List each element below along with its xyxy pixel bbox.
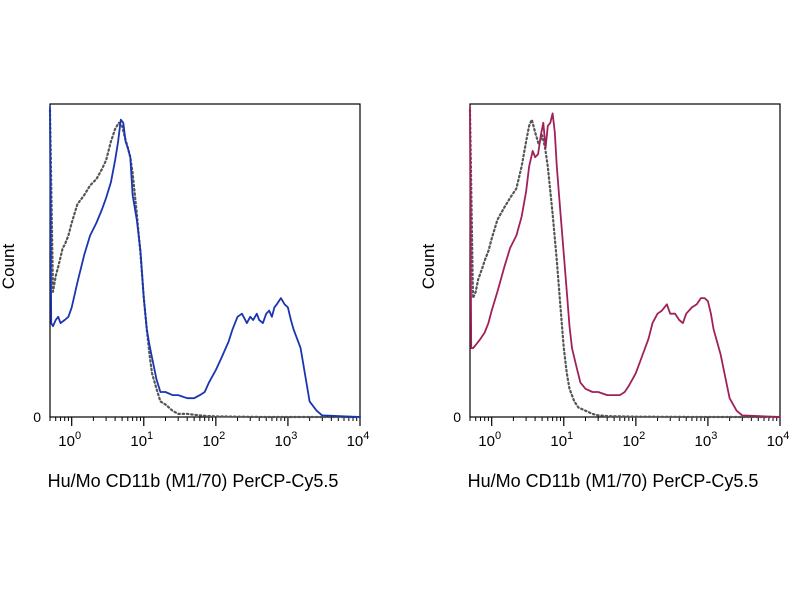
y-tick-label: 0 — [453, 409, 461, 425]
histogram-panel-right: 100 101 102 103 104 0 Count Hu/Mo CD11b (M1/70)… — [419, 103, 790, 491]
y-axis-label: Count — [419, 244, 438, 290]
x-tick-label: 104 — [767, 430, 790, 450]
stained-histogram — [469, 106, 781, 418]
stained-histogram — [49, 106, 361, 418]
isotype-control-histogram — [48, 109, 362, 419]
plot-frame — [49, 103, 361, 418]
x-tick-label: 100 — [58, 430, 81, 450]
x-tick-label: 101 — [550, 430, 573, 450]
y-axis-label: Count — [0, 244, 18, 290]
x-tick-label: 104 — [347, 430, 370, 450]
x-tick-label: 102 — [202, 430, 225, 450]
x-tick-label: 103 — [275, 430, 298, 450]
x-axis-label: Hu/Mo CD11b (M1/70) PerCP-Cy5.5 — [48, 471, 339, 491]
isotype-control-histogram — [468, 109, 782, 419]
x-axis-label: Hu/Mo CD11b (M1/70) PerCP-Cy5.5 — [468, 471, 759, 491]
x-tick-label: 100 — [478, 430, 501, 450]
plot-frame — [469, 103, 781, 418]
x-tick-label: 102 — [622, 430, 645, 450]
histogram-panel-left: 100 101 102 103 104 0 Count Hu/Mo CD11b (M1/70)… — [0, 103, 370, 491]
x-tick-label: 101 — [130, 430, 153, 450]
y-tick-label: 0 — [33, 409, 41, 425]
x-tick-label: 103 — [695, 430, 718, 450]
